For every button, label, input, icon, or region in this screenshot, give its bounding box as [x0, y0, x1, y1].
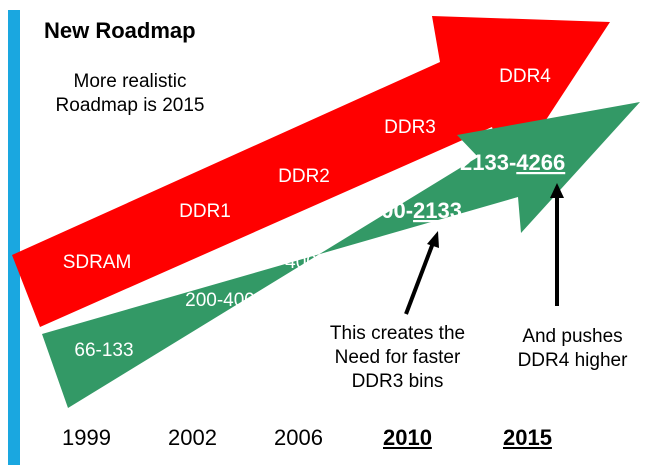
caption-ddr3-line-3: DDR3 bins [351, 371, 444, 392]
year-1999: 1999 [62, 425, 111, 450]
red-label-sdram: SDRAM [63, 252, 132, 273]
green-label-2010: 800-2133 [369, 198, 462, 223]
year-2002: 2002 [168, 425, 217, 450]
realistic-roadmap-note: More realistic Roadmap is 2015 [30, 70, 230, 118]
caption-ddr4-higher: And pushes DDR4 higher [500, 325, 645, 373]
green-label-2002: 200-400 [185, 290, 255, 311]
red-label-ddr3: DDR3 [384, 117, 436, 138]
caption-ddr4-line-1: And pushes [522, 326, 623, 347]
red-label-ddr2: DDR2 [278, 166, 330, 187]
red-generation-arrow [12, 16, 610, 327]
year-2015: 2015 [503, 425, 552, 450]
caption-ddr3-line-1: This creates the [329, 323, 466, 344]
pointer-ddr4-head [550, 183, 564, 198]
caption-ddr3-line-2: Need for faster [334, 347, 461, 368]
green-label-1999: 66-133 [74, 340, 133, 361]
speed-2015-emph: 4266 [516, 150, 565, 175]
speed-2010-prefix: 800- [369, 198, 413, 223]
caption-ddr3-bins: This creates the Need for faster DDR3 bi… [310, 322, 485, 394]
red-label-ddr4: DDR4 [499, 66, 551, 87]
green-label-2006: 400-800 [285, 252, 355, 273]
green-label-2015: 2133-4266 [460, 150, 565, 175]
year-2006: 2006 [274, 425, 323, 450]
red-label-ddr1: DDR1 [179, 201, 231, 222]
page-title: New Roadmap [44, 18, 196, 43]
speed-2015-prefix: 2133- [460, 150, 516, 175]
pointer-ddr3-line [404, 242, 435, 315]
green-speed-arrow [42, 102, 640, 408]
note-line-2: Roadmap is 2015 [55, 95, 205, 116]
accent-bar [8, 10, 20, 465]
pointer-ddr3-head [427, 231, 439, 248]
year-2010: 2010 [383, 425, 432, 450]
speed-2010-emph: 2133 [413, 198, 462, 223]
note-line-1: More realistic [73, 71, 187, 92]
caption-ddr4-line-2: DDR4 higher [517, 350, 628, 371]
